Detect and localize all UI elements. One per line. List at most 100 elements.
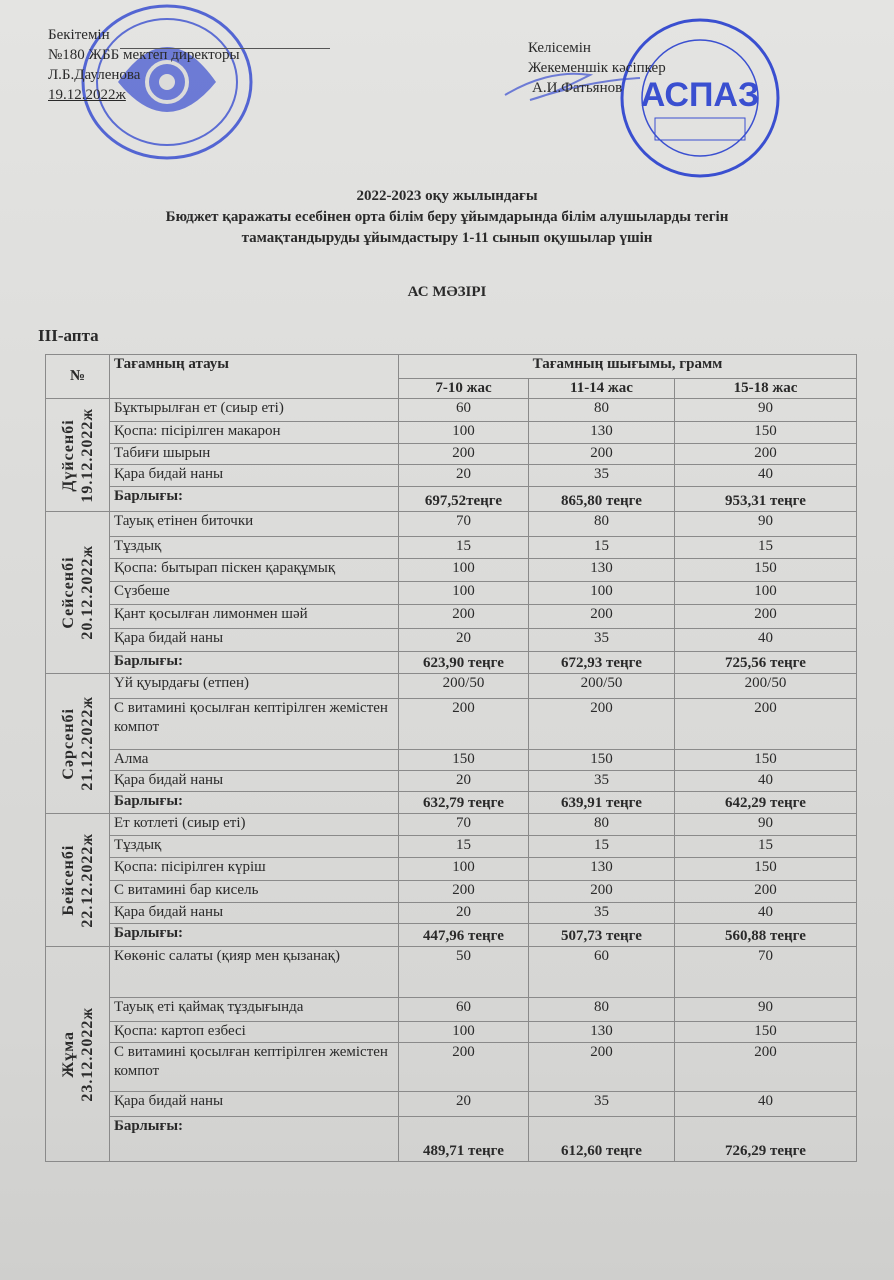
- day-cell: Дүйсенбі 19.12.2022ж: [45, 398, 110, 512]
- dish-name: Қара бидай наны: [109, 902, 399, 924]
- portion-value: 200: [674, 604, 857, 629]
- table-row: Дүйсенбі 19.12.2022ж Бұктырылған ет (сиыр …: [45, 398, 857, 512]
- table-row: Бейсенбі 22.12.2022ж Ет котлеті (сиыр еті)…: [45, 813, 857, 947]
- portion-value: 90: [674, 813, 857, 836]
- approval-heading: Бекітемін: [48, 27, 110, 43]
- portion-value: 20: [398, 1091, 529, 1117]
- total-label: Барлығы:: [109, 651, 399, 674]
- week-label: ІІІ-апта: [38, 326, 99, 345]
- day-date: 19.12.2022ж: [78, 407, 96, 503]
- total-price: 953,31 теңге: [674, 486, 857, 512]
- dish-name: Қара бидай наны: [109, 770, 399, 792]
- table-row: Тауық еті қаймақ тұздығында 60 80 90: [46, 997, 857, 1022]
- total-row: Барлығы: 697,52теңге 865,80 теңге 953,31 те…: [46, 486, 857, 512]
- table-row: Қоспа: бытырап піскен қарақұмық 100 130 150: [46, 558, 857, 582]
- table-row: С витамині қосылған кептірілген жемістен…: [46, 1042, 857, 1092]
- table-row: Алма 150 150 150: [46, 749, 857, 771]
- day-name: Сейсенбі: [59, 556, 77, 629]
- table-row: С витамині бар кисель 200 200 200: [46, 880, 857, 903]
- age-header: 11-14 жас: [528, 378, 675, 399]
- total-label: Барлығы:: [109, 486, 399, 512]
- day-cell: Жұма 23.12.2022ж: [45, 946, 110, 1162]
- col-no-header: №: [45, 354, 110, 399]
- portion-value: 130: [528, 421, 675, 444]
- portion-value: 15: [674, 536, 857, 559]
- total-row: Барлығы: 632,79 теңге 639,91 теңге 642,29 т…: [46, 791, 857, 814]
- portion-value: 200: [398, 604, 529, 629]
- portion-value: 60: [398, 398, 529, 422]
- portion-value: 200/50: [528, 673, 675, 699]
- day-date: 21.12.2022ж: [78, 696, 96, 791]
- table-row: Қара бидай наны 20 35 40: [46, 628, 857, 652]
- portion-value: 150: [674, 749, 857, 771]
- portion-value: 200/50: [398, 673, 529, 699]
- menu-table: № Тағамның атауы Тағамның шығымы, грамм …: [45, 354, 857, 1162]
- total-price: 639,91 теңге: [528, 791, 675, 814]
- portion-value: 90: [674, 398, 857, 422]
- day-name: Дүйсенбі: [59, 418, 77, 492]
- day-name: Сәрсенбі: [59, 707, 77, 780]
- day-cell: Сәрсенбі 21.12.2022ж: [45, 673, 110, 814]
- portion-value: 60: [398, 997, 529, 1022]
- portion-value: 100: [528, 581, 675, 605]
- dish-name: Сүзбеше: [109, 581, 399, 605]
- dish-name: Қара бидай наны: [109, 464, 399, 487]
- table-row: Қара бидай наны 20 35 40: [46, 464, 857, 487]
- portion-value: 80: [528, 398, 675, 422]
- title-line1: 2022-2023 оқу жылындағы: [356, 188, 538, 204]
- portion-value: 130: [528, 1021, 675, 1043]
- total-price: 642,29 теңге: [674, 791, 857, 814]
- dish-name: С витамині қосылған кептірілген жемістен…: [109, 698, 399, 750]
- portion-value: 15: [398, 835, 529, 858]
- portion-value: 200: [528, 698, 675, 750]
- dish-name: Үй қуырдағы (етпен): [109, 673, 399, 699]
- total-price: 697,52теңге: [398, 486, 529, 512]
- dish-name: Ет котлеті (сиыр еті): [109, 813, 399, 836]
- title-line3: тамақтандыруды ұйымдастыру 1-11 сынып оқ…: [241, 230, 653, 246]
- portion-value: 100: [398, 857, 529, 881]
- portion-value: 200: [674, 698, 857, 750]
- portion-value: 200/50: [674, 673, 857, 699]
- portion-value: 80: [528, 511, 675, 537]
- day-cell: Сейсенбі 20.12.2022ж: [45, 511, 110, 674]
- dish-name: Тұздық: [109, 835, 399, 858]
- table-row: С витамині қосылған кептірілген жемістен…: [46, 698, 857, 750]
- approval-block: Бекітемін №180 ЖББ мектеп директоры Л.Б.…: [48, 25, 240, 105]
- portion-value: 35: [528, 1091, 675, 1117]
- portion-value: 200: [528, 443, 675, 465]
- table-row: Сүзбеше 100 100 100: [46, 581, 857, 605]
- total-price: 672,93 теңге: [528, 651, 675, 674]
- portion-value: 70: [398, 511, 529, 537]
- day-date: 22.12.2022ж: [78, 832, 96, 928]
- total-row: Барлығы: 447,96 теңге 507,73 теңге 560,88 т…: [46, 923, 857, 947]
- approval-name: Л.Б.Дауленова: [48, 67, 141, 83]
- agreement-block: Келісемін Жекеменшік кәсіпкер А.И.Фатьян…: [528, 38, 666, 98]
- portion-value: 200: [528, 880, 675, 903]
- dish-name: Тауық еті қаймақ тұздығында: [109, 997, 399, 1022]
- dish-name: Қоспа: пісірілген күріш: [109, 857, 399, 881]
- total-price: 447,96 теңге: [398, 923, 529, 947]
- dish-name: Бұктырылған ет (сиыр еті): [109, 398, 399, 422]
- col-portion-header: Тағамның шығымы, грамм: [398, 354, 857, 379]
- portion-value: 40: [674, 628, 857, 652]
- day-name: Жұма: [59, 1030, 77, 1078]
- portion-value: 15: [674, 835, 857, 858]
- age-header: 15-18 жас: [674, 378, 857, 399]
- portion-value: 20: [398, 902, 529, 924]
- portion-value: 200: [398, 880, 529, 903]
- total-price: 623,90 теңге: [398, 651, 529, 674]
- table-row: Қара бидай наны 20 35 40: [46, 1091, 857, 1117]
- day-name: Бейсенбі: [59, 844, 77, 916]
- portion-value: 70: [398, 813, 529, 836]
- portion-value: 35: [528, 770, 675, 792]
- portion-value: 15: [528, 835, 675, 858]
- total-label: Барлығы:: [109, 791, 399, 814]
- stamp-text: АСПАЗ: [641, 76, 760, 114]
- total-price: 560,88 теңге: [674, 923, 857, 947]
- approval-position: №180 ЖББ мектеп директоры: [48, 47, 240, 63]
- signature: [504, 72, 641, 101]
- table-row: Қоспа: пісірілген күріш 100 130 150: [46, 857, 857, 881]
- day-date: 20.12.2022ж: [78, 545, 96, 640]
- portion-value: 130: [528, 558, 675, 582]
- portion-value: 35: [528, 902, 675, 924]
